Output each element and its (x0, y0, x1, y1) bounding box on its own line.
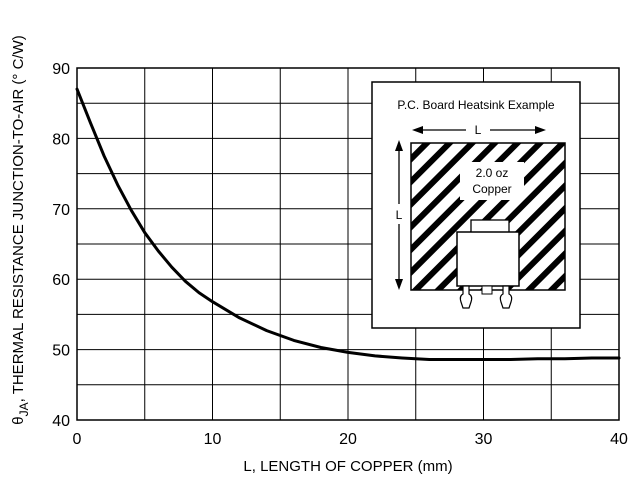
curve-group (75, 87, 621, 361)
y-tick-label: 80 (52, 131, 70, 148)
arrow-left-icon (412, 126, 423, 134)
width-dimension-label: L (475, 123, 482, 137)
x-tick-label: 20 (339, 431, 357, 448)
pcb-heatsink-inset: P.C. Board Heatsink Example L L 2.0 oz C… (371, 81, 581, 329)
arrow-right-icon (535, 126, 546, 134)
y-tick-label: 60 (52, 272, 70, 289)
copper-label-line1: 2.0 oz (476, 166, 509, 180)
arrow-down-icon (395, 279, 403, 290)
x-tick-label: 30 (475, 431, 493, 448)
tick-labels: 0 10 20 30 40 40 50 60 70 80 90 (52, 61, 628, 448)
y-axis-label: θJA, THERMAL RESISTANCE JUNCTION-TO-AIR … (10, 35, 31, 424)
component-package (456, 219, 520, 309)
y-tick-label: 90 (52, 61, 70, 78)
copper-label-line2: Copper (472, 182, 511, 196)
x-tick-label: 40 (610, 431, 628, 448)
x-tick-label: 0 (73, 431, 82, 448)
x-axis-label: L, LENGTH OF COPPER (mm) (243, 458, 452, 475)
x-tick-label: 10 (204, 431, 222, 448)
copper-label-box (460, 162, 524, 200)
y-tick-label: 40 (52, 413, 70, 430)
y-tick-label: 50 (52, 343, 70, 360)
height-dimension-label: L (396, 208, 403, 222)
thermal-resistance-curve (75, 87, 621, 361)
arrow-up-icon (395, 140, 403, 151)
y-tick-label: 70 (52, 202, 70, 219)
inset-title: P.C. Board Heatsink Example (397, 98, 555, 112)
plot-frame (76, 67, 620, 421)
